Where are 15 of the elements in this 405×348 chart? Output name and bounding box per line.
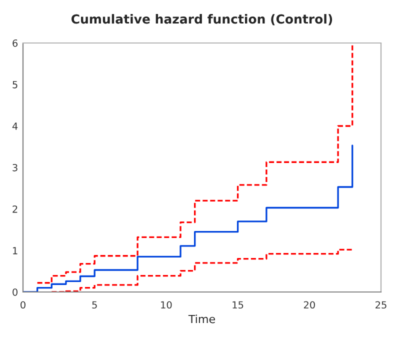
y-tick-label: 0: [12, 288, 18, 296]
chart-title: Cumulative hazard function (Control): [71, 14, 332, 26]
y-tick-label: 6: [12, 39, 18, 47]
x-tick-label: 20: [304, 301, 315, 309]
y-tick-label: 3: [12, 164, 18, 172]
x-tick-label: 15: [232, 301, 244, 309]
x-tick-label: 25: [376, 301, 386, 309]
x-tick-label: 10: [161, 301, 172, 309]
x-tick-label: 5: [92, 301, 97, 309]
y-tick-label: 4: [12, 122, 18, 130]
y-tick-label: 2: [12, 205, 18, 213]
x-tick-label: 0: [20, 301, 26, 309]
x-axis-title: Time: [188, 314, 215, 324]
y-tick-label: 5: [12, 81, 18, 88]
y-tick-label: 1: [13, 247, 18, 254]
